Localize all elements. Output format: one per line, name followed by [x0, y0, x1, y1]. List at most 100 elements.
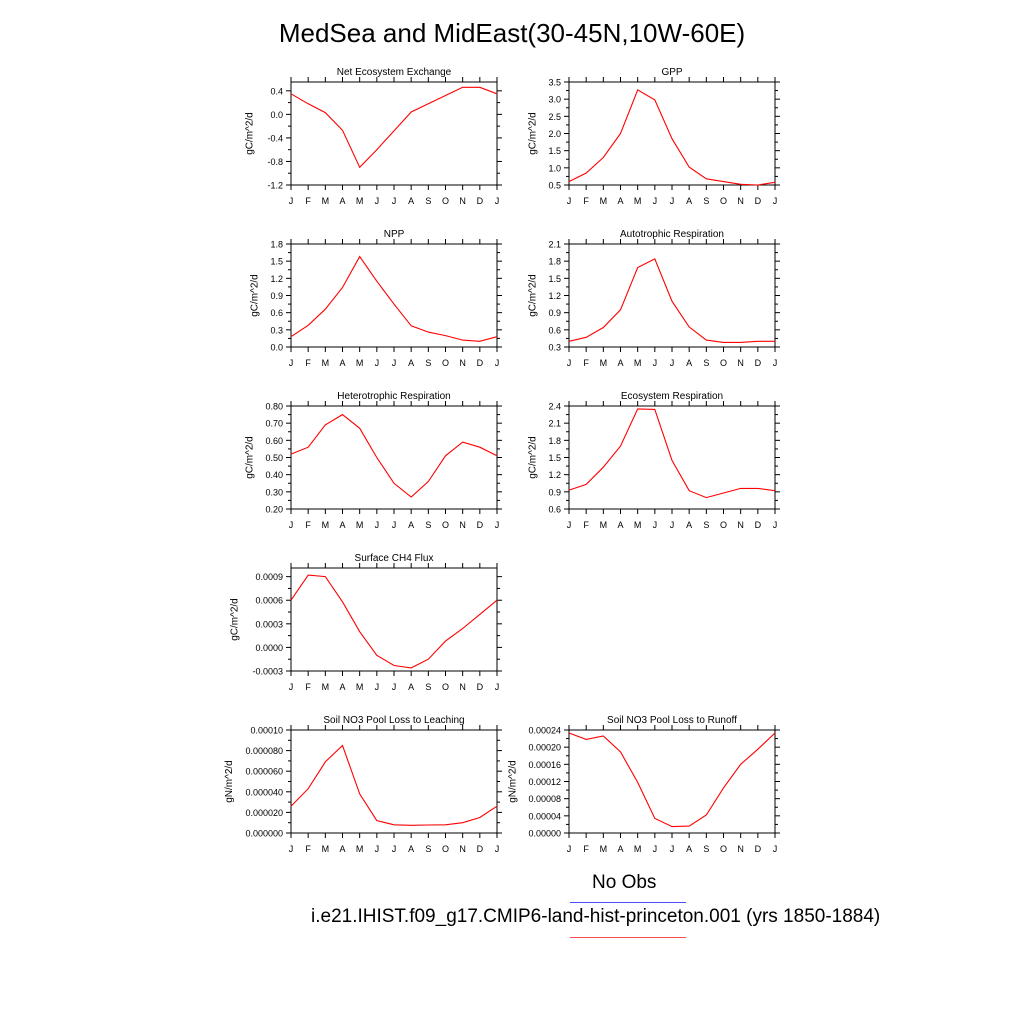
y-tick-label: 0.00008 — [528, 794, 561, 804]
x-tick-label: N — [459, 520, 466, 530]
x-tick-label: A — [686, 844, 692, 854]
x-tick-label: J — [495, 682, 500, 692]
x-tick-label: M — [634, 358, 642, 368]
x-tick-label: M — [322, 196, 330, 206]
plot-frame — [290, 405, 498, 510]
x-tick-label: J — [653, 844, 658, 854]
x-tick-label: S — [703, 196, 709, 206]
x-tick-label: J — [289, 682, 294, 692]
y-tick-label: 0.0 — [270, 343, 283, 353]
x-tick-label: O — [442, 520, 449, 530]
x-tick-label: F — [305, 358, 311, 368]
y-tick-label: 0.3 — [270, 325, 283, 335]
y-tick-label: -1.2 — [267, 181, 283, 191]
y-tick-label: 0.00004 — [528, 811, 561, 821]
x-tick-label: M — [356, 682, 364, 692]
y-tick-label: 0.000040 — [245, 787, 283, 797]
y-tick-label: 0.50 — [265, 453, 283, 463]
y-tick-label: 0.40 — [265, 470, 283, 480]
x-tick-label: D — [755, 520, 762, 530]
x-tick-label: S — [425, 844, 431, 854]
x-tick-label: S — [425, 358, 431, 368]
y-tick-label: 1.8 — [548, 257, 561, 267]
y-tick-label: 1.8 — [270, 240, 283, 250]
x-tick-label: A — [408, 520, 414, 530]
y-tick-label: 1.2 — [270, 274, 283, 284]
x-tick-label: A — [617, 358, 623, 368]
legend-obs-line — [570, 902, 686, 903]
y-tick-label: 0.80 — [265, 402, 283, 412]
x-tick-label: N — [459, 682, 466, 692]
plot-frame — [568, 243, 776, 348]
y-tick-label: 0.0003 — [255, 619, 283, 629]
x-tick-label: J — [773, 358, 778, 368]
y-tick-label: 0.0009 — [255, 572, 283, 582]
x-tick-label: O — [442, 196, 449, 206]
y-axis-label: gN/m^2/d — [507, 760, 518, 803]
y-tick-label: 0.3 — [548, 343, 561, 353]
x-tick-label: F — [583, 520, 589, 530]
series-line — [568, 89, 776, 186]
x-tick-label: M — [600, 520, 608, 530]
x-tick-label: M — [356, 520, 364, 530]
y-tick-label: 0.30 — [265, 487, 283, 497]
y-tick-label: 0.9 — [548, 308, 561, 318]
plot-frame — [290, 81, 498, 186]
y-tick-label: 0.0000 — [255, 643, 283, 653]
y-tick-label: -0.4 — [267, 133, 283, 143]
panel-soil-no3-pool-loss-to-leaching: Soil NO3 Pool Loss to Leaching 0.000000 0.… — [224, 715, 502, 854]
plot-frame — [290, 243, 498, 348]
legend-model-label: i.e21.IHIST.f09_g17.CMIP6-land-hist-prin… — [311, 906, 881, 927]
x-tick-label: A — [408, 358, 414, 368]
x-tick-label: O — [442, 682, 449, 692]
panel-title: Soil NO3 Pool Loss to Leaching — [323, 715, 464, 726]
panel-title: Soil NO3 Pool Loss to Runoff — [607, 715, 737, 726]
x-tick-label: A — [686, 196, 692, 206]
x-tick-label: N — [459, 844, 466, 854]
y-tick-label: 2.1 — [548, 419, 561, 429]
y-tick-label: 1.5 — [548, 146, 561, 156]
x-tick-label: A — [686, 520, 692, 530]
y-tick-label: 2.1 — [548, 240, 561, 250]
x-tick-label: D — [755, 196, 762, 206]
x-tick-label: N — [737, 196, 744, 206]
x-tick-label: F — [305, 520, 311, 530]
x-tick-label: A — [617, 520, 623, 530]
panel-autotrophic-respiration: Autotrophic Respiration 0.3 0.6 0.9 1.2 1.5 1.… — [528, 229, 780, 368]
series-line — [568, 732, 776, 828]
y-tick-label: 0.00012 — [528, 777, 561, 787]
x-tick-label: J — [375, 682, 380, 692]
x-tick-label: S — [703, 844, 709, 854]
panel-title: GPP — [661, 67, 682, 78]
x-tick-label: A — [408, 196, 414, 206]
panel-ecosystem-respiration: Ecosystem Respiration 0.6 0.9 1.2 1.5 1.8 2.1 2… — [528, 391, 780, 530]
plot-frame — [290, 729, 498, 834]
x-tick-label: J — [375, 520, 380, 530]
x-tick-label: D — [477, 358, 484, 368]
y-tick-label: 1.5 — [270, 257, 283, 267]
x-tick-label: S — [425, 520, 431, 530]
x-tick-label: N — [459, 358, 466, 368]
legend-obs-label: No Obs — [592, 872, 657, 893]
y-tick-label: 0.20 — [265, 505, 283, 515]
x-tick-label: O — [442, 358, 449, 368]
y-tick-label: 1.2 — [548, 291, 561, 301]
x-tick-label: J — [375, 844, 380, 854]
x-tick-label: A — [617, 196, 623, 206]
y-tick-label: 0.000020 — [245, 808, 283, 818]
x-tick-label: J — [567, 520, 572, 530]
x-tick-label: J — [392, 844, 397, 854]
panel-title: Heterotrophic Respiration — [337, 391, 450, 402]
x-tick-label: J — [495, 844, 500, 854]
series-line — [290, 574, 498, 669]
x-tick-label: J — [392, 520, 397, 530]
y-tick-label: 0.00016 — [528, 760, 561, 770]
x-tick-label: F — [305, 844, 311, 854]
plot-frame — [568, 81, 776, 186]
x-tick-label: N — [737, 844, 744, 854]
x-tick-label: J — [495, 196, 500, 206]
x-tick-label: D — [477, 520, 484, 530]
x-tick-label: A — [339, 682, 345, 692]
series-line — [290, 744, 498, 826]
